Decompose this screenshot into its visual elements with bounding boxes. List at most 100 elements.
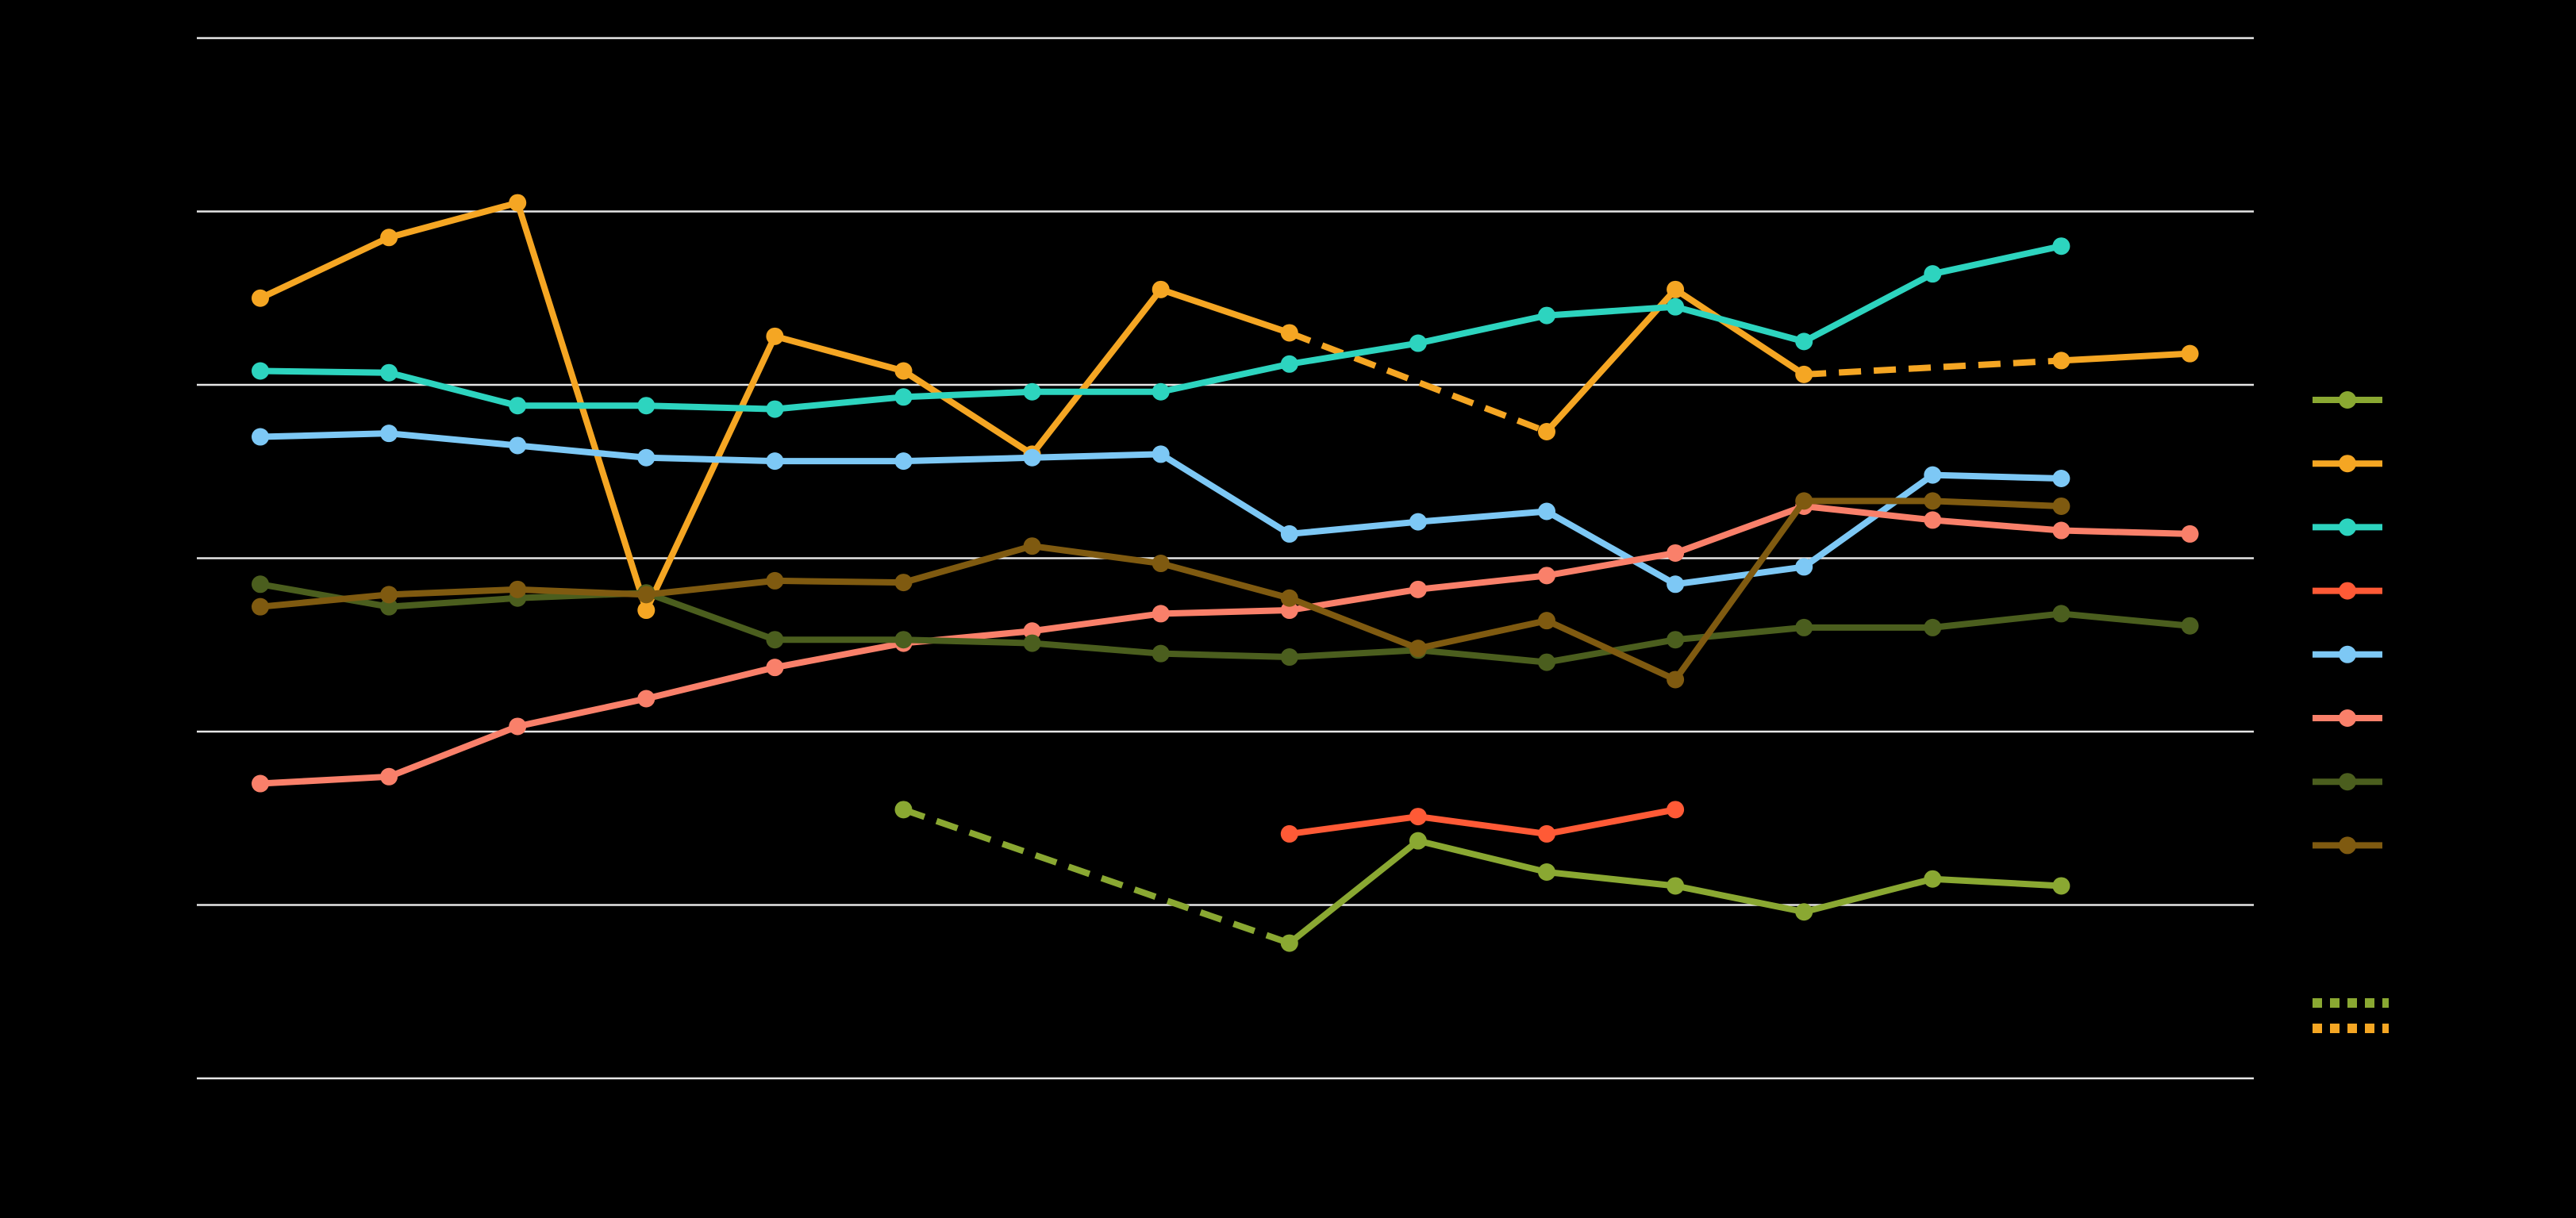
series-4-point-7 [1152,445,1170,463]
series-7-segment-10-11 [1544,617,1679,683]
series-1-segment-0-1 [257,234,393,302]
legend-marker-3 [2339,582,2356,600]
series-3-point-10 [1538,824,1555,843]
series-6-point-7 [1152,644,1170,663]
series-4-segment-1-2 [386,430,521,449]
legend-marker-1 [2339,455,2356,473]
series-6-segment-5-6 [900,636,1036,647]
series-6-segment-9-10 [1414,647,1550,666]
series-3-point-11 [1667,801,1685,819]
series-6-point-1 [380,597,398,616]
series-5-segment-2-3 [514,695,650,730]
series-7-segment-3-4 [643,577,779,598]
series-5-segment-12-13 [1801,502,1936,524]
series-7-segment-11-12 [1672,498,1808,683]
series-0-point-11 [1667,877,1685,895]
series-1 [252,194,2199,620]
series-7-segment-6-7 [1028,543,1164,567]
series-2-point-7 [1152,382,1170,401]
series-1-segment-10-11 [1544,286,1679,435]
series-7-point-3 [637,586,656,604]
series-1-point-15 [2181,344,2199,363]
series-2-segment-7-8 [1157,360,1293,395]
series-7-point-11 [1667,670,1685,689]
series-1-point-12 [1795,365,1813,383]
series-4-segment-12-13 [1801,471,1936,571]
series-5-point-13 [1924,511,1942,529]
series-1-segment-1-2 [386,199,521,241]
series-6-point-6 [1023,634,1041,652]
series-2-point-12 [1795,332,1813,351]
series-7-segment-7-8 [1157,560,1293,601]
series-4-point-13 [1924,466,1942,484]
series-2-segment-0-1 [257,367,393,376]
series-4-segment-7-8 [1157,451,1293,537]
series-7-point-2 [509,580,527,598]
legend-marker-4 [2339,645,2356,663]
series-7-segment-4-5 [771,577,907,586]
series-0-point-9 [1409,832,1427,850]
series-6-segment-11-12 [1672,624,1808,644]
series-2-segment-13-14 [1929,243,2065,278]
series-4-segment-13-14 [1929,471,2065,482]
legend [2313,391,2389,1033]
series-4-point-11 [1667,575,1685,594]
series-0-point-10 [1538,863,1555,881]
series-4-point-9 [1409,513,1427,531]
series-5-point-14 [2052,521,2070,540]
series-6-segment-0-1 [257,581,393,610]
series-7-point-4 [766,571,784,590]
series-1-point-11 [1667,280,1685,298]
series-5-segment-13-14 [1929,517,2065,534]
series-2-segment-9-10 [1414,312,1550,347]
series-4-segment-2-3 [514,442,650,461]
series-4-segment-5-6 [900,454,1036,465]
series-2-point-4 [766,400,784,418]
series-2-point-13 [1924,265,1942,283]
series-4-point-2 [509,436,527,455]
series-2-point-5 [894,388,913,406]
legend-marker-7 [2339,836,2356,855]
series-1-segment-4-5 [771,332,907,375]
series-7-point-6 [1023,537,1041,555]
series-7-point-13 [1924,492,1942,510]
series-4-point-0 [252,428,269,446]
series-1-point-5 [894,362,913,380]
series-0-point-5 [894,801,913,819]
series-0-segment-8-9 [1286,837,1421,947]
series-2-point-11 [1667,298,1685,316]
series-5-point-15 [2181,524,2199,543]
series-6-point-11 [1667,631,1685,649]
series-6-segment-7-8 [1157,650,1293,661]
series-group [252,194,2199,952]
legend-marker-6 [2339,773,2356,791]
series-2-point-3 [637,397,656,415]
series-1-segment-8-10 [1288,329,1548,435]
series-0-point-12 [1795,903,1813,921]
series-5-point-6 [1023,622,1041,640]
series-4-segment-9-10 [1414,508,1550,525]
series-5-point-11 [1667,544,1685,562]
series-1-segment-5-6 [900,367,1036,458]
series-2-point-0 [252,362,269,380]
series-5-point-3 [637,690,656,708]
series-0-segment-11-12 [1672,882,1808,916]
series-5-segment-14-15 [2058,527,2193,537]
series-2-segment-3-4 [643,402,779,413]
series-6-point-4 [766,631,784,649]
series-4-segment-6-7 [1028,451,1164,461]
series-7-segment-8-9 [1286,594,1421,652]
series-7-point-14 [2052,497,2070,515]
series-5-segment-6-7 [1028,610,1164,635]
series-1-point-10 [1538,422,1555,440]
series-4-point-12 [1795,558,1813,576]
series-2-point-6 [1023,382,1041,401]
series-4-point-10 [1538,502,1555,521]
legend-marker-0 [2339,391,2356,409]
series-1-point-3 [637,601,656,620]
legend-marker-2 [2339,518,2356,536]
legend-marker-5 [2339,709,2356,727]
series-7-point-0 [252,597,269,616]
series-5-point-1 [380,767,398,786]
series-4-segment-0-1 [257,430,393,440]
